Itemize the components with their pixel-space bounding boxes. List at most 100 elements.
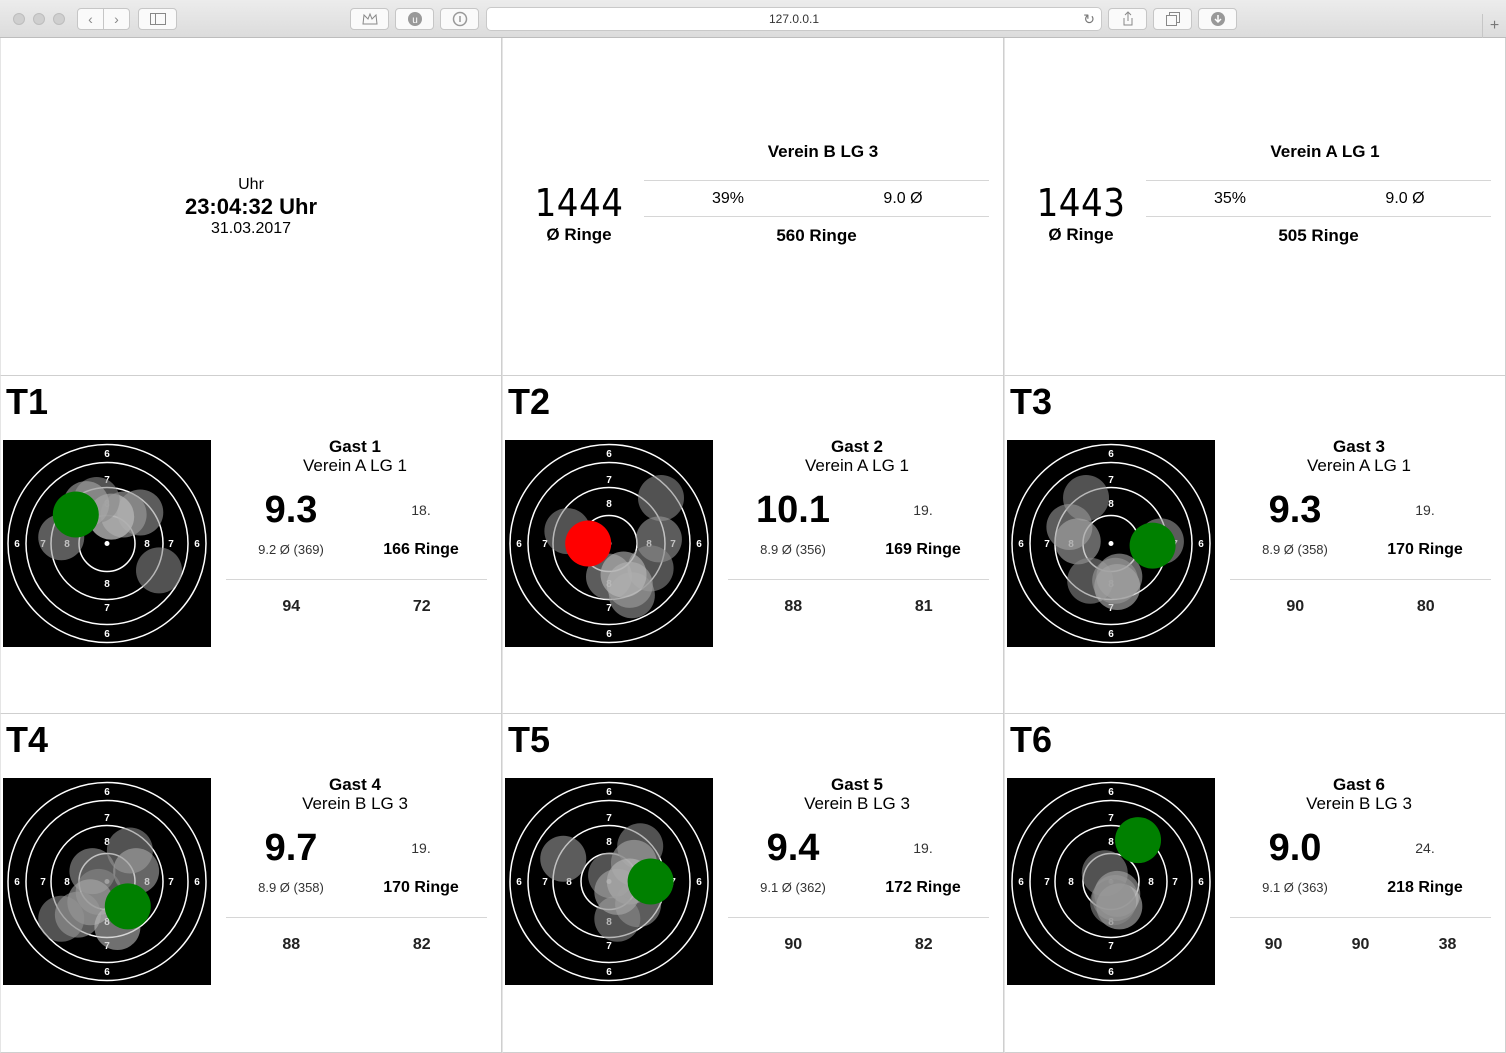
shooter-club: Verein B LG 3: [1306, 794, 1412, 813]
divider: [644, 180, 989, 181]
series-list: 90 90 38: [1230, 936, 1491, 954]
target-ring: [1011, 443, 1211, 644]
shooter-average: 8.9 Ø (356): [760, 542, 826, 557]
tabs-overview-button[interactable]: [1153, 8, 1192, 30]
series-list: 94 72: [226, 598, 487, 616]
team-avg-label: Ø Ringe: [546, 225, 612, 244]
sidebar-toggle-button[interactable]: [138, 8, 177, 30]
shot-marker: [54, 891, 101, 938]
ring-number: 6: [606, 449, 612, 460]
target-ring: [1011, 781, 1211, 982]
divider: [1230, 917, 1491, 918]
last-shot-marker: [565, 520, 612, 567]
divider: [1146, 180, 1491, 181]
clock-time: 23:04:32 Uhr: [184, 194, 318, 219]
shooter-club: Verein A LG 1: [1307, 456, 1411, 475]
series-list: 90 82: [728, 936, 989, 954]
series-list: 88 82: [226, 936, 487, 954]
ring-number: 7: [104, 813, 110, 824]
ring-number: 6: [14, 877, 20, 888]
target-ring: [25, 461, 189, 626]
team-total: 1443: [1036, 181, 1126, 225]
team-panel: Verein B LG 3 1444 Ø Ringe 39% 9.0 Ø 560…: [502, 38, 1004, 376]
ring-number: 7: [104, 603, 110, 614]
ring-number: 7: [1172, 877, 1178, 888]
last-shot-marker: [104, 883, 151, 930]
shooter-average: 9.2 Ø (369): [258, 542, 324, 557]
team-panel: Verein A LG 1 1443 Ø Ringe 35% 9.0 Ø 505…: [1004, 38, 1506, 376]
shooter-ringe: 172 Ringe: [885, 879, 961, 896]
last-shot-value: 9.4: [766, 827, 820, 869]
target-ring: [527, 799, 691, 964]
shot-count: 19.: [913, 502, 933, 518]
ublock-icon: u: [407, 12, 422, 26]
shooter-ringe: 170 Ringe: [383, 879, 459, 896]
ring-number: 7: [1108, 813, 1114, 824]
share-button[interactable]: [1108, 8, 1147, 30]
ring-number: 6: [1018, 877, 1024, 888]
ring-number: 6: [14, 539, 20, 550]
new-tab-button[interactable]: +: [1482, 14, 1506, 38]
forward-icon[interactable]: ›: [103, 9, 129, 29]
shooter-club: Verein A LG 1: [303, 456, 407, 475]
lane-label: T4: [6, 719, 49, 760]
shooting-target: 666677778888: [505, 440, 713, 647]
team-total: 1444: [534, 181, 624, 225]
minimize-window-button[interactable]: [33, 13, 45, 25]
series-score: 90: [1264, 936, 1283, 953]
target-center: [1108, 541, 1114, 546]
team-ringe: 560 Ringe: [776, 226, 857, 245]
divider: [1146, 216, 1491, 217]
shooting-target: 666677778888: [3, 440, 211, 647]
address-bar[interactable]: 127.0.0.1 ↻: [486, 7, 1102, 31]
series-score: 90: [1351, 936, 1370, 953]
series-score: 72: [412, 598, 431, 615]
target-ring: [7, 443, 207, 644]
ring-number: 8: [606, 837, 612, 848]
close-window-button[interactable]: [13, 13, 25, 25]
ring-number: 6: [606, 629, 612, 640]
series-score: 82: [914, 936, 933, 953]
lane-label: T3: [1010, 381, 1053, 422]
reload-icon[interactable]: ↻: [1083, 11, 1095, 27]
ring-number: 6: [1108, 449, 1114, 460]
ring-number: 7: [1108, 475, 1114, 486]
extension-info-button[interactable]: [440, 8, 479, 30]
ring-number: 6: [606, 967, 612, 978]
lane-label: T5: [508, 719, 551, 760]
shooter-club: Verein B LG 3: [302, 794, 408, 813]
ring-number: 6: [104, 449, 110, 460]
back-icon[interactable]: ‹: [88, 11, 93, 27]
extension-u-button[interactable]: u: [395, 8, 434, 30]
downloads-button[interactable]: [1198, 8, 1237, 30]
target-ring: [25, 799, 189, 964]
history-nav: ‹ ›: [77, 8, 130, 30]
divider: [226, 579, 487, 580]
shooter-club: Verein B LG 3: [804, 794, 910, 813]
ring-number: 6: [696, 877, 702, 888]
ring-number: 7: [606, 941, 612, 952]
series-list: 90 80: [1230, 598, 1491, 616]
ring-number: 7: [542, 539, 548, 550]
divider: [1230, 579, 1491, 580]
target-ring: [1029, 461, 1193, 626]
ring-number: 8: [1068, 877, 1074, 888]
series-score: 94: [282, 598, 301, 615]
lane-label: T2: [508, 381, 551, 422]
ring-number: 7: [1044, 877, 1050, 888]
shooter-panel: T4 Gast 4 Verein B LG 3 9.7 19. 8.9 Ø (3…: [0, 714, 502, 1053]
ring-number: 6: [104, 629, 110, 640]
zoom-window-button[interactable]: [53, 13, 65, 25]
reader-button[interactable]: [350, 8, 389, 30]
ring-number: 7: [168, 877, 174, 888]
shooter-average: 8.9 Ø (358): [258, 880, 324, 895]
tabs-icon: [1165, 12, 1180, 26]
series-list: 88 81: [728, 598, 989, 616]
ring-number: 8: [1108, 499, 1114, 510]
ring-number: 6: [696, 539, 702, 550]
ring-number: 7: [1108, 941, 1114, 952]
target-center: [104, 541, 110, 546]
last-shot-value: 9.0: [1268, 827, 1322, 869]
shot-count: 19.: [913, 840, 933, 856]
ring-number: 6: [1018, 539, 1024, 550]
